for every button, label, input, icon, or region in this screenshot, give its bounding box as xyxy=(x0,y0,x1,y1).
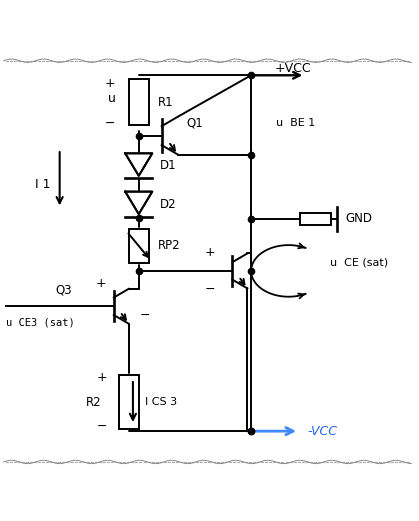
Polygon shape xyxy=(125,153,152,176)
Text: +: + xyxy=(204,246,215,258)
Text: D1: D1 xyxy=(160,159,176,172)
Text: RP2: RP2 xyxy=(158,240,180,253)
Text: −: − xyxy=(96,419,107,432)
Polygon shape xyxy=(125,192,152,214)
Text: u: u xyxy=(108,92,116,105)
Text: −: − xyxy=(140,309,151,322)
Bar xyxy=(129,229,149,263)
Text: +: + xyxy=(96,277,106,290)
Text: −: − xyxy=(104,117,115,130)
Text: R2: R2 xyxy=(86,395,102,408)
Text: Q1: Q1 xyxy=(186,117,203,130)
Text: D2: D2 xyxy=(160,197,176,210)
Text: u  BE 1: u BE 1 xyxy=(276,118,316,128)
Text: u  CE (sat): u CE (sat) xyxy=(330,257,388,268)
Text: GND: GND xyxy=(346,213,373,226)
Text: Q3: Q3 xyxy=(55,283,72,296)
Text: I CS 3: I CS 3 xyxy=(145,397,178,407)
Text: −: − xyxy=(204,283,215,296)
Text: R1: R1 xyxy=(158,96,173,109)
Bar xyxy=(129,79,149,125)
Bar xyxy=(119,375,139,429)
Text: +: + xyxy=(96,370,107,383)
Text: -VCC: -VCC xyxy=(307,425,337,438)
Bar xyxy=(300,213,331,225)
Text: +VCC: +VCC xyxy=(274,61,311,75)
Text: I 1: I 1 xyxy=(35,179,51,191)
Text: +: + xyxy=(104,77,115,90)
Text: u CE3 (sat): u CE3 (sat) xyxy=(5,318,74,328)
